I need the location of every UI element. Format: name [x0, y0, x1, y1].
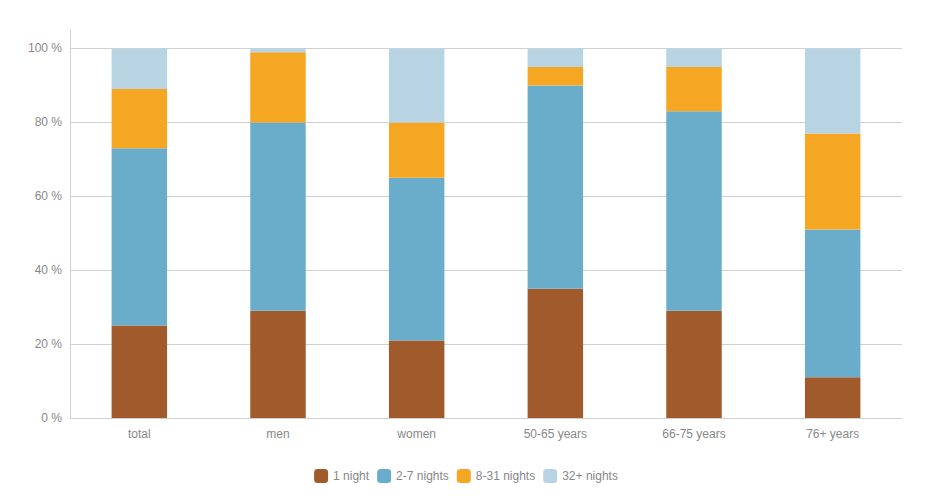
svg-text:100 %: 100 % [28, 41, 62, 55]
svg-text:32+ nights: 32+ nights [562, 469, 618, 483]
svg-text:60 %: 60 % [35, 189, 63, 203]
svg-text:2-7 nights: 2-7 nights [396, 469, 449, 483]
svg-text:20 %: 20 % [35, 337, 63, 351]
svg-text:women: women [396, 427, 436, 441]
svg-text:1 night: 1 night [333, 469, 370, 483]
svg-text:total: total [128, 427, 151, 441]
svg-text:50-65 years: 50-65 years [524, 427, 587, 441]
svg-text:66-75 years: 66-75 years [662, 427, 725, 441]
svg-text:men: men [266, 427, 289, 441]
svg-text:8-31 nights: 8-31 nights [476, 469, 535, 483]
svg-text:40 %: 40 % [35, 263, 63, 277]
svg-text:80 %: 80 % [35, 115, 63, 129]
svg-text:76+ years: 76+ years [806, 427, 859, 441]
svg-text:0 %: 0 % [41, 411, 62, 425]
